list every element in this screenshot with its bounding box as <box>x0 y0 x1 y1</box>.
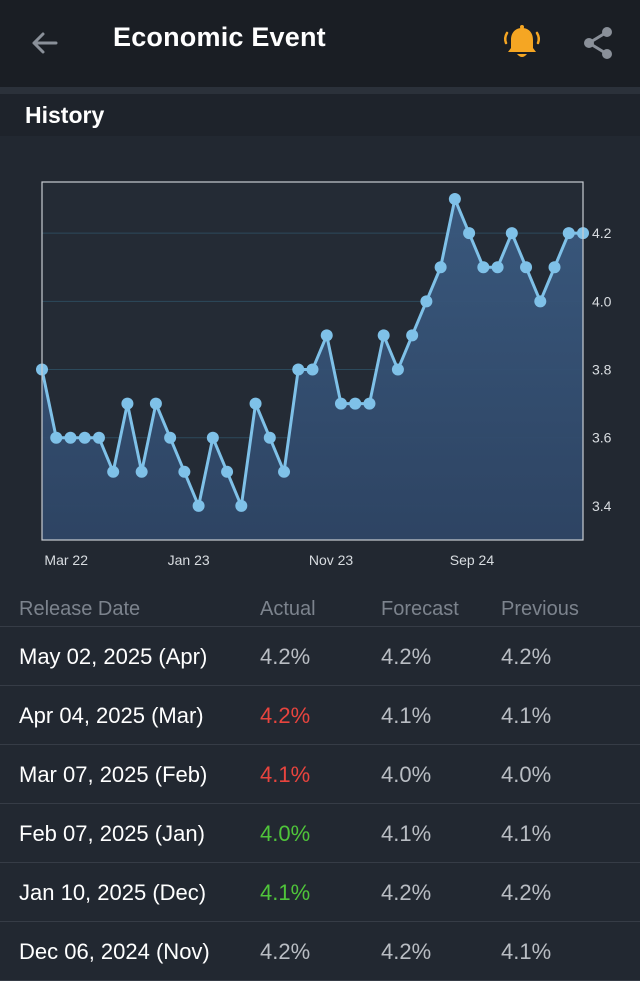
column-header-forecast: Forecast <box>381 598 459 620</box>
table-row[interactable]: Jan 10, 2025 (Dec) 4.1% 4.2% 4.2% <box>0 863 640 922</box>
back-button[interactable] <box>24 26 64 60</box>
y-tick-label: 3.6 <box>592 430 612 446</box>
actual-cell: 4.2% <box>260 644 311 669</box>
data-point[interactable] <box>349 397 362 410</box>
y-tick-label: 4.2 <box>592 225 612 241</box>
data-point[interactable] <box>562 227 575 240</box>
actual-cell: 4.1% <box>260 762 311 787</box>
share-icon <box>584 27 612 59</box>
data-point[interactable] <box>278 465 291 478</box>
data-point[interactable] <box>121 397 134 410</box>
top-app-bar: Economic Event <box>0 0 640 87</box>
data-point[interactable] <box>548 261 561 274</box>
data-point[interactable] <box>320 329 333 342</box>
release-date-cell: Feb 07, 2025 (Jan) <box>19 821 205 846</box>
release-date-cell: Jan 10, 2025 (Dec) <box>19 880 207 905</box>
y-tick-label: 3.4 <box>592 498 612 514</box>
chart-svg: 3.4 3.6 3.8 4.0 4.2 Mar 22 Jan 23 Nov 23 Sep 24 <box>36 181 612 568</box>
data-point[interactable] <box>377 329 390 342</box>
data-point[interactable] <box>505 227 518 240</box>
alert-bell-button[interactable] <box>497 20 547 66</box>
actual-cell: 4.2% <box>260 939 311 964</box>
data-point[interactable] <box>164 431 177 444</box>
data-point[interactable] <box>363 397 376 410</box>
previous-cell: 4.2% <box>501 880 552 905</box>
previous-cell: 4.1% <box>501 703 552 728</box>
y-tick-label: 3.8 <box>592 362 612 378</box>
table-row[interactable]: Dec 06, 2024 (Nov) 4.2% 4.2% 4.1% <box>0 922 640 981</box>
forecast-cell: 4.1% <box>381 703 432 728</box>
history-table: Release Date Actual Forecast Previous Ma… <box>0 590 640 981</box>
data-point[interactable] <box>491 261 504 274</box>
history-section-header: History <box>0 94 640 136</box>
table-row[interactable]: Apr 04, 2025 (Mar) 4.2% 4.1% 4.1% <box>0 686 640 745</box>
data-point[interactable] <box>420 295 433 308</box>
data-point[interactable] <box>50 431 63 444</box>
data-point[interactable] <box>463 227 476 240</box>
data-point[interactable] <box>92 431 105 444</box>
data-point[interactable] <box>221 465 234 478</box>
column-header-actual: Actual <box>260 598 316 620</box>
table-row[interactable]: May 02, 2025 (Apr) 4.2% 4.2% 4.2% <box>0 627 640 686</box>
table-row[interactable]: Mar 07, 2025 (Feb) 4.1% 4.0% 4.0% <box>0 745 640 804</box>
data-point[interactable] <box>434 261 447 274</box>
bell-icon <box>503 25 541 57</box>
table-header-row: Release Date Actual Forecast Previous <box>0 590 640 627</box>
data-point[interactable] <box>477 261 490 274</box>
data-point[interactable] <box>235 499 248 512</box>
x-tick-label: Mar 22 <box>44 552 88 568</box>
previous-cell: 4.0% <box>501 762 552 787</box>
actual-cell: 4.2% <box>260 703 311 728</box>
release-date-cell: Dec 06, 2024 (Nov) <box>19 939 210 964</box>
history-chart: 3.4 3.6 3.8 4.0 4.2 Mar 22 Jan 23 Nov 23 Sep 24 <box>0 136 640 581</box>
data-point[interactable] <box>249 397 262 410</box>
share-button[interactable] <box>574 20 622 66</box>
forecast-cell: 4.2% <box>381 880 432 905</box>
forecast-cell: 4.2% <box>381 644 432 669</box>
previous-cell: 4.1% <box>501 821 552 846</box>
column-header-release-date: Release Date <box>19 598 141 620</box>
forecast-cell: 4.0% <box>381 762 432 787</box>
data-point[interactable] <box>263 431 276 444</box>
data-point[interactable] <box>192 499 205 512</box>
data-point[interactable] <box>206 431 219 444</box>
column-header-previous: Previous <box>501 598 579 620</box>
plot-border <box>41 181 584 541</box>
history-title: History <box>25 102 105 128</box>
data-point[interactable] <box>78 431 91 444</box>
actual-cell: 4.0% <box>260 821 311 846</box>
x-tick-label: Sep 24 <box>450 552 495 568</box>
header-divider <box>0 87 640 94</box>
y-tick-label: 4.0 <box>592 293 612 309</box>
x-tick-label: Nov 23 <box>309 552 354 568</box>
forecast-cell: 4.1% <box>381 821 432 846</box>
forecast-cell: 4.2% <box>381 939 432 964</box>
data-point[interactable] <box>520 261 533 274</box>
data-point[interactable] <box>292 363 305 376</box>
data-point[interactable] <box>178 465 191 478</box>
table-row[interactable]: Feb 07, 2025 (Jan) 4.0% 4.1% 4.1% <box>0 804 640 863</box>
arrow-left-icon <box>32 32 58 54</box>
previous-cell: 4.2% <box>501 644 552 669</box>
data-point[interactable] <box>64 431 77 444</box>
data-point[interactable] <box>306 363 319 376</box>
data-point[interactable] <box>107 465 120 478</box>
data-point[interactable] <box>448 193 461 206</box>
release-date-cell: Apr 04, 2025 (Mar) <box>19 703 204 728</box>
page-title: Economic Event <box>113 22 326 52</box>
actual-cell: 4.1% <box>260 880 311 905</box>
release-date-cell: Mar 07, 2025 (Feb) <box>19 762 208 787</box>
previous-cell: 4.1% <box>501 939 552 964</box>
x-tick-label: Jan 23 <box>168 552 210 568</box>
data-point[interactable] <box>406 329 419 342</box>
data-point[interactable] <box>135 465 148 478</box>
data-point[interactable] <box>534 295 547 308</box>
data-point[interactable] <box>391 363 404 376</box>
data-point[interactable] <box>149 397 162 410</box>
data-point[interactable] <box>334 397 347 410</box>
release-date-cell: May 02, 2025 (Apr) <box>19 644 208 669</box>
